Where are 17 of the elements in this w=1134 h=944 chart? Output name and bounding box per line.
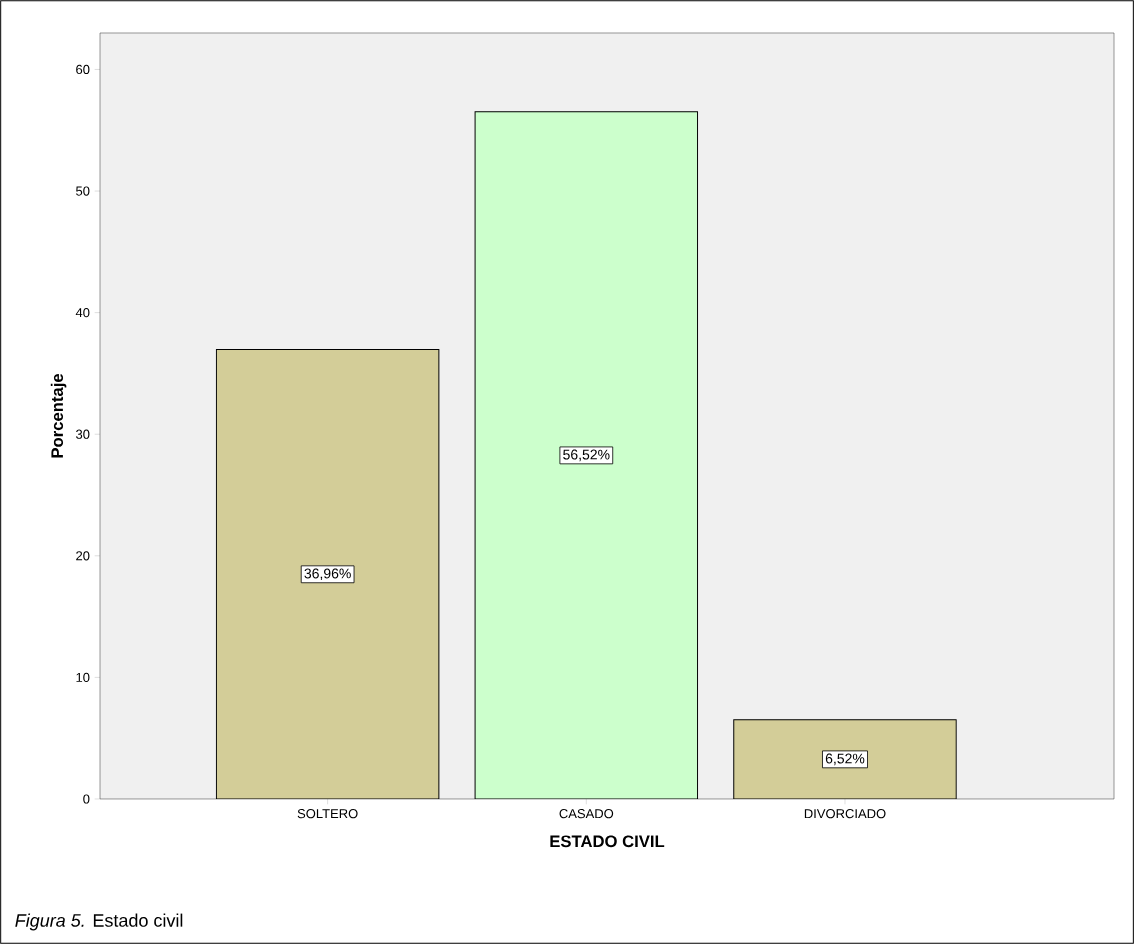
y-tick-label: 40 <box>75 308 90 318</box>
y-tick-label: 30 <box>76 429 90 439</box>
data-label: 56,52% <box>563 449 610 462</box>
data-label: 6,52% <box>825 753 865 766</box>
y-axis-title: Porcentaje <box>50 373 67 458</box>
text: Figura 5. Estado civil <box>15 913 183 931</box>
x-tick-label: CASADO <box>559 809 614 819</box>
y-tick-label: 20 <box>76 551 90 561</box>
y-tick-label: 0 <box>83 794 90 804</box>
y-tick-label: 60 <box>76 64 90 75</box>
x-axis-title: ESTADO CIVIL <box>550 835 665 848</box>
y-tick-label: 10 <box>76 672 90 682</box>
y-tick-label: 50 <box>76 186 90 196</box>
data-label: 36,96% <box>304 568 351 581</box>
bar <box>474 111 699 799</box>
x-tick-label: DIVORCIADO <box>804 809 886 819</box>
x-tick-label: SOLTERO <box>297 809 358 819</box>
